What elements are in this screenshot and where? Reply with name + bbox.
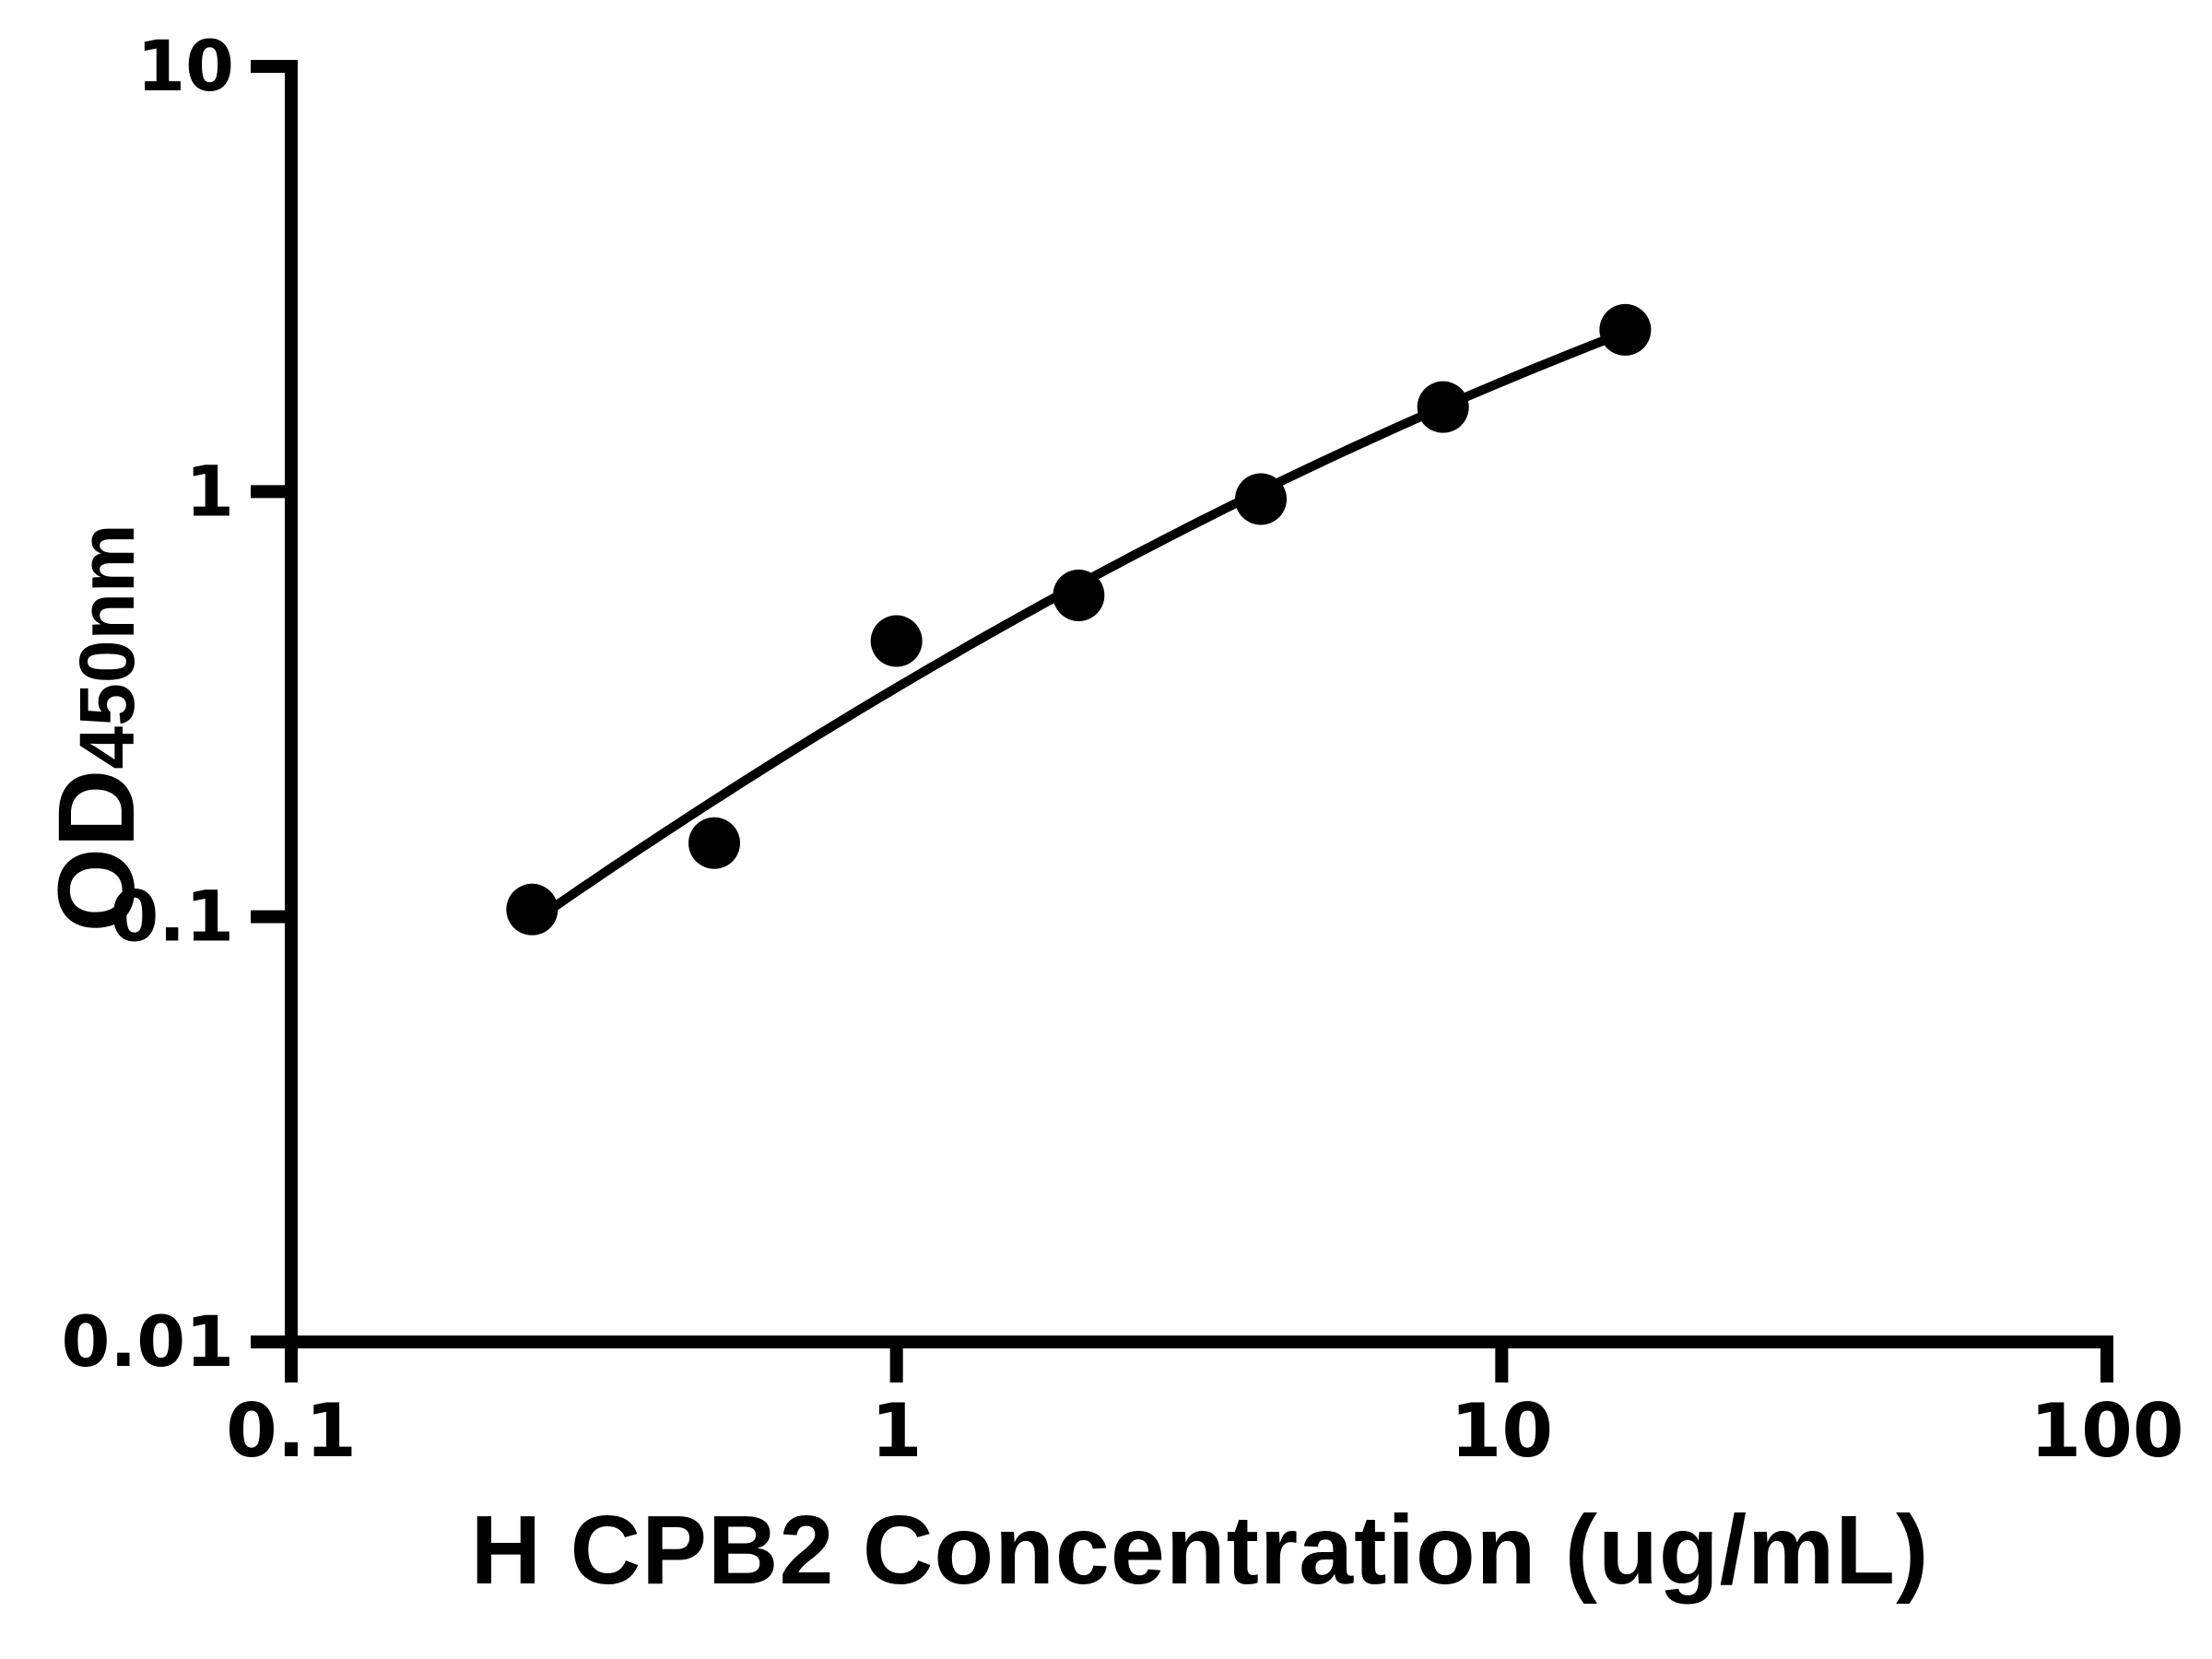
y-axis-title-main: OD (36, 769, 158, 933)
x-tick-label: 10 (1451, 1388, 1553, 1474)
data-point (870, 615, 923, 667)
data-point (1235, 473, 1288, 525)
data-point (506, 883, 559, 935)
axis-spines (285, 60, 2113, 1348)
y-tick-label: 0.01 (61, 1300, 234, 1382)
x-tick-label: 0.1 (226, 1388, 357, 1474)
data-point (1053, 569, 1105, 621)
y-tick-label: 0.1 (110, 876, 234, 958)
x-axis-title: H CPB2 Concentration (ug/mL) (470, 1496, 1930, 1605)
y-tick-label: 1 (185, 450, 234, 532)
x-tick-label: 100 (2030, 1388, 2184, 1474)
data-point (1417, 381, 1469, 433)
y-axis-title: OD 450nm (34, 524, 159, 932)
data-point (688, 817, 740, 869)
x-tick-label: 1 (871, 1388, 923, 1474)
y-tick-label: 10 (136, 25, 234, 107)
y-axis-title-sub: 450nm (64, 524, 150, 770)
data-point (1599, 303, 1652, 356)
